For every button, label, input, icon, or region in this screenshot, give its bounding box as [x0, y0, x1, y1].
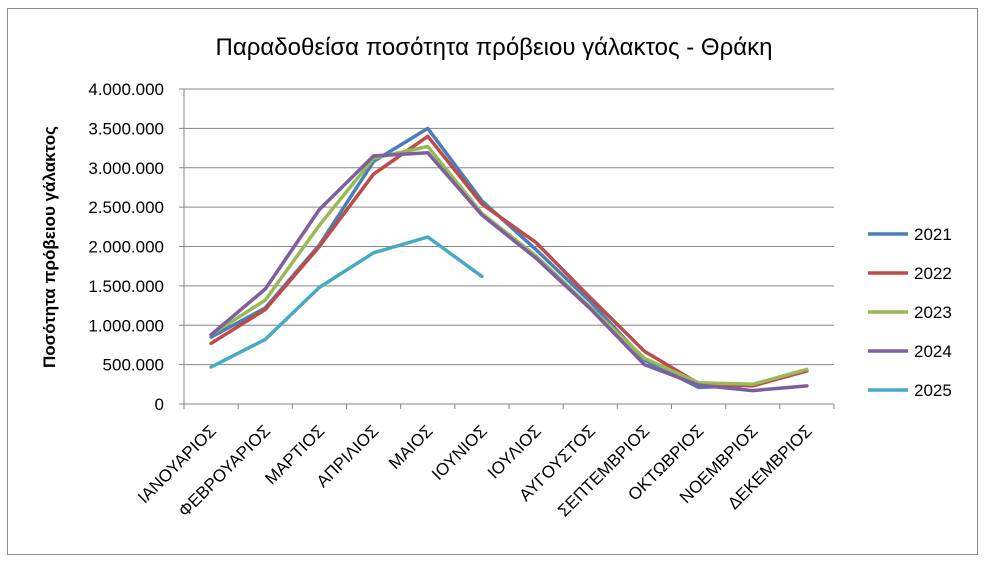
- y-tick-label: 1.000.000: [88, 316, 164, 335]
- series-line-2024: [209, 151, 809, 393]
- series-lines: [209, 126, 809, 393]
- y-tick-label: 4.000.000: [88, 80, 164, 99]
- legend-label-2023: 2023: [914, 303, 952, 322]
- y-tick-label: 3.500.000: [88, 119, 164, 138]
- y-axis-label: Ποσότητα πρόβειου γάλακτος: [40, 126, 59, 368]
- chart-title: Παραδοθείσα ποσότητα πρόβειου γάλακτος -…: [216, 34, 773, 61]
- y-tick-label: 3.000.000: [88, 159, 164, 178]
- legend-label-2024: 2024: [914, 342, 952, 361]
- legend-label-2021: 2021: [914, 225, 952, 244]
- series-line-2025: [209, 235, 484, 369]
- y-tick-label: 1.500.000: [88, 277, 164, 296]
- legend-label-2025: 2025: [914, 381, 952, 400]
- line-chart: Παραδοθείσα ποσότητα πρόβειου γάλακτος -…: [40, 34, 952, 521]
- x-tick-label: ΙΟΥΝΙΟΣ: [428, 421, 491, 484]
- y-tick-label: 2.000.000: [88, 238, 164, 257]
- legend-label-2022: 2022: [914, 264, 952, 283]
- x-tick-label: ΦΕΒΡΟΥΑΡΙΟΣ: [175, 421, 274, 520]
- y-tick-label: 2.500.000: [88, 198, 164, 217]
- y-tick-label: 0: [155, 395, 164, 414]
- axes: [179, 88, 835, 409]
- series-line-2022: [209, 134, 809, 388]
- chart-frame: Παραδοθείσα ποσότητα πρόβειου γάλακτος -…: [7, 8, 978, 555]
- y-tick-label: 500.000: [103, 356, 164, 375]
- x-tick-label: ΜΑΙΟΣ: [385, 421, 437, 473]
- y-tick-labels: 0 500.000 1.000.000 1.500.000 2.000.000 2.500…: [88, 80, 164, 414]
- x-tick-label: ΣΕΠΤΕΜΒΡΙΟΣ: [554, 421, 653, 520]
- legend: 2021 2022 2023 2024 2025: [868, 225, 952, 400]
